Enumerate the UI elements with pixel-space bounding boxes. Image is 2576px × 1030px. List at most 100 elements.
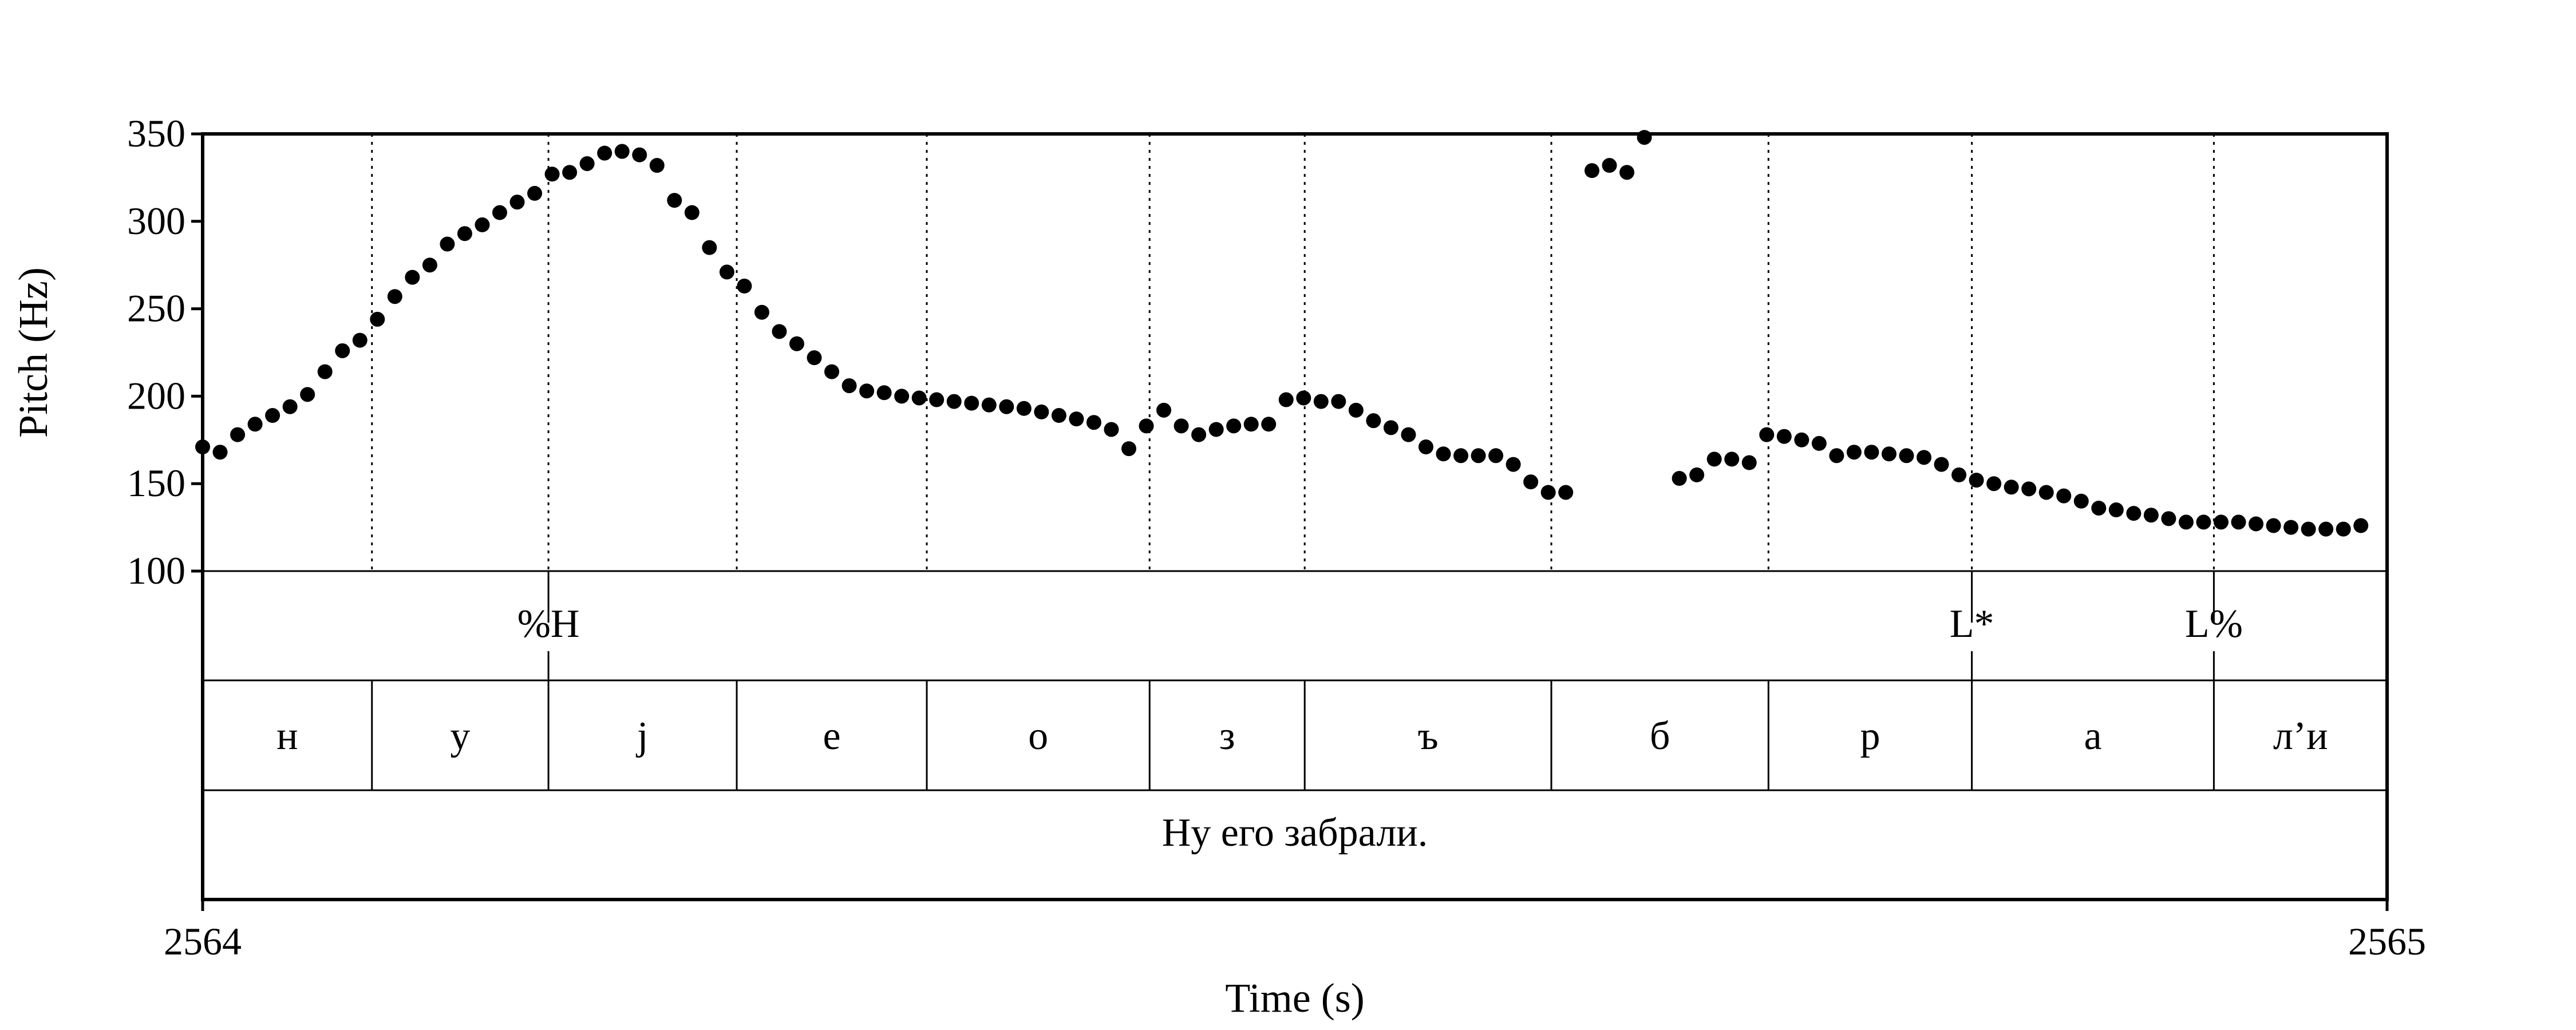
y-tick-label: 150 — [127, 461, 185, 505]
pitch-point-3 — [247, 417, 263, 432]
pitch-point-105 — [2056, 488, 2072, 504]
pitch-point-5 — [282, 399, 298, 414]
pitch-point-121 — [2336, 521, 2351, 537]
pitch-point-59 — [1226, 418, 1242, 434]
pitch-point-26 — [649, 158, 665, 173]
pitch-point-27 — [667, 193, 682, 208]
pitch-point-62 — [1278, 392, 1294, 407]
pitch-point-65 — [1331, 394, 1346, 409]
pitch-point-44 — [964, 395, 979, 411]
segment-tier: н у j е о з ъ б р а л’и — [276, 680, 2328, 790]
pitch-point-67 — [1366, 413, 1381, 429]
pitch-point-117 — [2266, 518, 2281, 533]
pitch-point-83 — [1672, 471, 1687, 486]
pitch-point-116 — [2249, 516, 2264, 532]
pitch-point-106 — [2073, 493, 2089, 509]
pitch-point-43 — [946, 394, 962, 409]
x-axis-ticks: 2564 2565 — [164, 900, 2426, 963]
pitch-point-37 — [841, 378, 857, 394]
pitch-point-69 — [1401, 427, 1416, 442]
pitch-point-42 — [929, 392, 945, 407]
pitch-point-25 — [632, 147, 647, 163]
pitch-point-75 — [1506, 457, 1521, 472]
pitch-point-74 — [1488, 448, 1504, 464]
y-axis-title: Pitch (Hz) — [10, 267, 56, 438]
pitch-point-55 — [1156, 402, 1172, 418]
pitch-point-23 — [597, 145, 613, 161]
y-tick-label: 350 — [127, 112, 185, 155]
pitch-point-48 — [1034, 404, 1049, 419]
pitch-point-77 — [1540, 485, 1556, 500]
pitch-point-101 — [1986, 476, 2002, 492]
pitch-point-68 — [1383, 420, 1398, 435]
pitch-point-19 — [527, 185, 543, 201]
sentence-label: Ну его забрали. — [1162, 811, 1428, 855]
pitch-point-35 — [807, 350, 822, 366]
tone-label-1: L* — [1950, 602, 1994, 646]
pitch-point-96 — [1899, 448, 1914, 464]
pitch-point-76 — [1523, 474, 1539, 490]
x-axis-title: Time (s) — [1225, 975, 1364, 1021]
pitch-point-70 — [1418, 439, 1433, 455]
segment-label-7: б — [1650, 714, 1670, 758]
pitch-point-73 — [1471, 448, 1486, 464]
pitch-point-24 — [614, 144, 630, 159]
segment-label-3: е — [823, 714, 840, 758]
pitch-point-79 — [1584, 163, 1599, 179]
segment-label-5: з — [1219, 714, 1235, 758]
pitch-point-54 — [1139, 418, 1154, 434]
pitch-point-119 — [2301, 521, 2316, 537]
pitch-point-109 — [2126, 506, 2142, 521]
pitch-point-81 — [1619, 165, 1635, 180]
pitch-point-60 — [1243, 417, 1259, 432]
segment-label-10: л’и — [2273, 714, 2328, 758]
pitch-point-47 — [1016, 401, 1032, 416]
pitch-point-10 — [370, 311, 385, 327]
pitch-point-29 — [702, 240, 717, 255]
segment-label-6: ъ — [1417, 714, 1438, 758]
pitch-point-11 — [387, 289, 402, 304]
y-tick-label: 100 — [127, 549, 185, 592]
pitch-point-33 — [772, 324, 787, 339]
pitch-point-56 — [1174, 418, 1189, 434]
pitch-point-32 — [754, 304, 769, 320]
pitch-point-111 — [2161, 511, 2176, 526]
pitch-point-0 — [195, 439, 210, 455]
pitch-point-30 — [719, 264, 734, 280]
pitch-point-61 — [1261, 417, 1277, 432]
pitch-point-118 — [2283, 520, 2299, 535]
pitch-point-28 — [684, 205, 700, 220]
pitch-point-115 — [2231, 514, 2246, 530]
pitch-point-16 — [475, 217, 490, 232]
x-tick-label: 2564 — [164, 920, 242, 963]
pitch-point-9 — [352, 332, 368, 348]
y-tick-label: 250 — [127, 287, 185, 330]
pitch-point-2 — [230, 427, 246, 442]
y-axis-ticks: 100 150 200 250 300 350 — [127, 112, 203, 592]
pitch-point-57 — [1191, 427, 1207, 442]
pitch-point-50 — [1069, 411, 1084, 427]
segment-label-9: а — [2084, 714, 2101, 758]
segment-label-0: н — [276, 714, 298, 758]
x-tick-label: 2565 — [2348, 920, 2426, 963]
pitch-point-8 — [335, 343, 350, 358]
pitch-point-13 — [422, 258, 437, 273]
pitch-point-92 — [1829, 448, 1844, 464]
pitch-point-98 — [1934, 457, 1949, 472]
pitch-point-40 — [894, 389, 910, 404]
pitch-point-103 — [2021, 481, 2037, 497]
pitch-point-72 — [1453, 448, 1469, 464]
pitch-point-58 — [1208, 422, 1224, 437]
y-tick-label: 300 — [127, 199, 185, 243]
pitch-point-38 — [859, 383, 875, 399]
pitch-point-122 — [2353, 518, 2369, 533]
pitch-point-52 — [1104, 422, 1119, 437]
pitch-point-17 — [492, 205, 507, 220]
pitch-point-6 — [300, 387, 315, 402]
pitch-point-49 — [1051, 408, 1066, 423]
pitch-point-64 — [1313, 394, 1329, 409]
boundary-lines — [371, 134, 2215, 571]
pitch-point-94 — [1864, 445, 1879, 460]
pitch-point-107 — [2091, 500, 2107, 516]
